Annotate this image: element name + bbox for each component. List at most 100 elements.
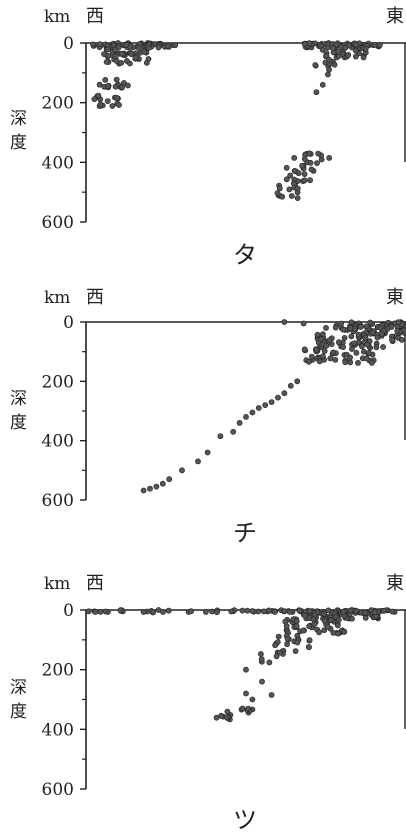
- quake-point: [91, 96, 98, 102]
- quake-point: [92, 609, 99, 615]
- quake-point: [388, 323, 395, 330]
- quake-point: [362, 45, 369, 52]
- quake-point: [282, 618, 289, 625]
- quake-point: [348, 319, 355, 326]
- quake-point: [340, 609, 347, 615]
- quake-point: [306, 608, 313, 614]
- y-tick-label: 0: [63, 601, 74, 621]
- quake-point: [316, 358, 323, 365]
- quake-point: [326, 154, 333, 161]
- quake-point: [85, 608, 92, 615]
- quake-point: [293, 618, 300, 625]
- quake-point: [335, 49, 342, 55]
- quake-point: [217, 433, 224, 440]
- quake-point: [276, 649, 283, 656]
- quake-point: [348, 346, 355, 352]
- quake-point: [125, 82, 131, 89]
- quake-point: [113, 76, 120, 83]
- units-label: km: [44, 288, 70, 308]
- quake-point: [172, 42, 179, 49]
- panel-label: タ: [233, 241, 257, 269]
- quake-point: [159, 480, 166, 487]
- quake-point: [286, 186, 293, 193]
- quake-point: [287, 382, 294, 389]
- quake-point: [348, 333, 355, 340]
- quake-point: [296, 607, 303, 614]
- quake-point: [301, 156, 308, 162]
- quake-point: [313, 89, 320, 96]
- quake-point: [294, 195, 301, 201]
- quake-point: [279, 193, 285, 200]
- quake-point: [275, 394, 281, 401]
- quake-point: [398, 336, 405, 343]
- quake-point: [307, 159, 314, 166]
- y-axis-label: 深: [10, 678, 27, 698]
- quake-point: [314, 331, 321, 338]
- quake-point: [376, 41, 383, 48]
- quake-point: [90, 41, 96, 48]
- quake-point: [306, 623, 312, 630]
- quake-point: [164, 42, 171, 49]
- quake-point: [117, 607, 124, 614]
- quake-point: [355, 359, 361, 366]
- quake-point: [243, 666, 249, 673]
- quake-point: [381, 607, 387, 614]
- quake-point: [276, 185, 283, 192]
- panel-label: ツ: [233, 806, 257, 834]
- east-label: 東: [386, 6, 404, 27]
- quake-point: [327, 355, 334, 362]
- quake-point: [357, 324, 364, 330]
- quake-point: [362, 334, 369, 341]
- quake-point: [213, 609, 220, 616]
- quake-point: [355, 331, 362, 338]
- units-label: km: [44, 574, 70, 594]
- units-label: km: [44, 7, 70, 27]
- quake-point: [268, 692, 275, 698]
- quake-point: [329, 45, 336, 52]
- quake-point: [188, 608, 194, 615]
- quake-point: [228, 608, 235, 615]
- quake-point: [281, 319, 288, 325]
- quake-point: [283, 176, 290, 183]
- quake-point: [104, 46, 111, 53]
- quake-point: [321, 610, 327, 617]
- quake-point: [258, 656, 265, 662]
- quake-point: [334, 622, 341, 629]
- quake-point: [365, 349, 372, 356]
- quake-point: [266, 659, 273, 666]
- quake-point: [321, 627, 328, 634]
- west-label: 西: [86, 573, 104, 594]
- quake-point: [119, 50, 125, 57]
- y-axis-label: 度: [10, 133, 27, 153]
- quake-point: [312, 62, 319, 68]
- y-tick-label: 600: [42, 213, 74, 233]
- quake-point: [338, 320, 344, 327]
- west-label: 西: [86, 6, 104, 27]
- quake-point: [105, 83, 111, 90]
- quake-point: [96, 41, 103, 47]
- quake-point: [260, 608, 267, 615]
- quake-point: [140, 487, 147, 494]
- quake-point: [288, 193, 295, 199]
- quake-point: [330, 629, 337, 636]
- quake-point: [273, 653, 280, 660]
- quake-point: [265, 607, 272, 614]
- quake-point: [316, 629, 322, 636]
- quake-point: [268, 399, 275, 405]
- quake-point: [243, 413, 249, 420]
- quake-point: [128, 51, 135, 57]
- quake-point: [352, 41, 359, 48]
- quake-point: [150, 609, 156, 616]
- quake-point: [294, 185, 301, 192]
- y-tick-label: 200: [42, 94, 74, 114]
- quake-point: [307, 177, 313, 184]
- quake-point: [96, 81, 103, 88]
- quake-point: [294, 378, 301, 385]
- quake-point: [255, 405, 262, 411]
- quake-point: [292, 648, 299, 654]
- quake-point: [249, 696, 256, 703]
- quake-point: [224, 708, 231, 715]
- quake-point: [324, 624, 331, 630]
- quake-point: [362, 614, 369, 621]
- quake-point: [301, 171, 308, 177]
